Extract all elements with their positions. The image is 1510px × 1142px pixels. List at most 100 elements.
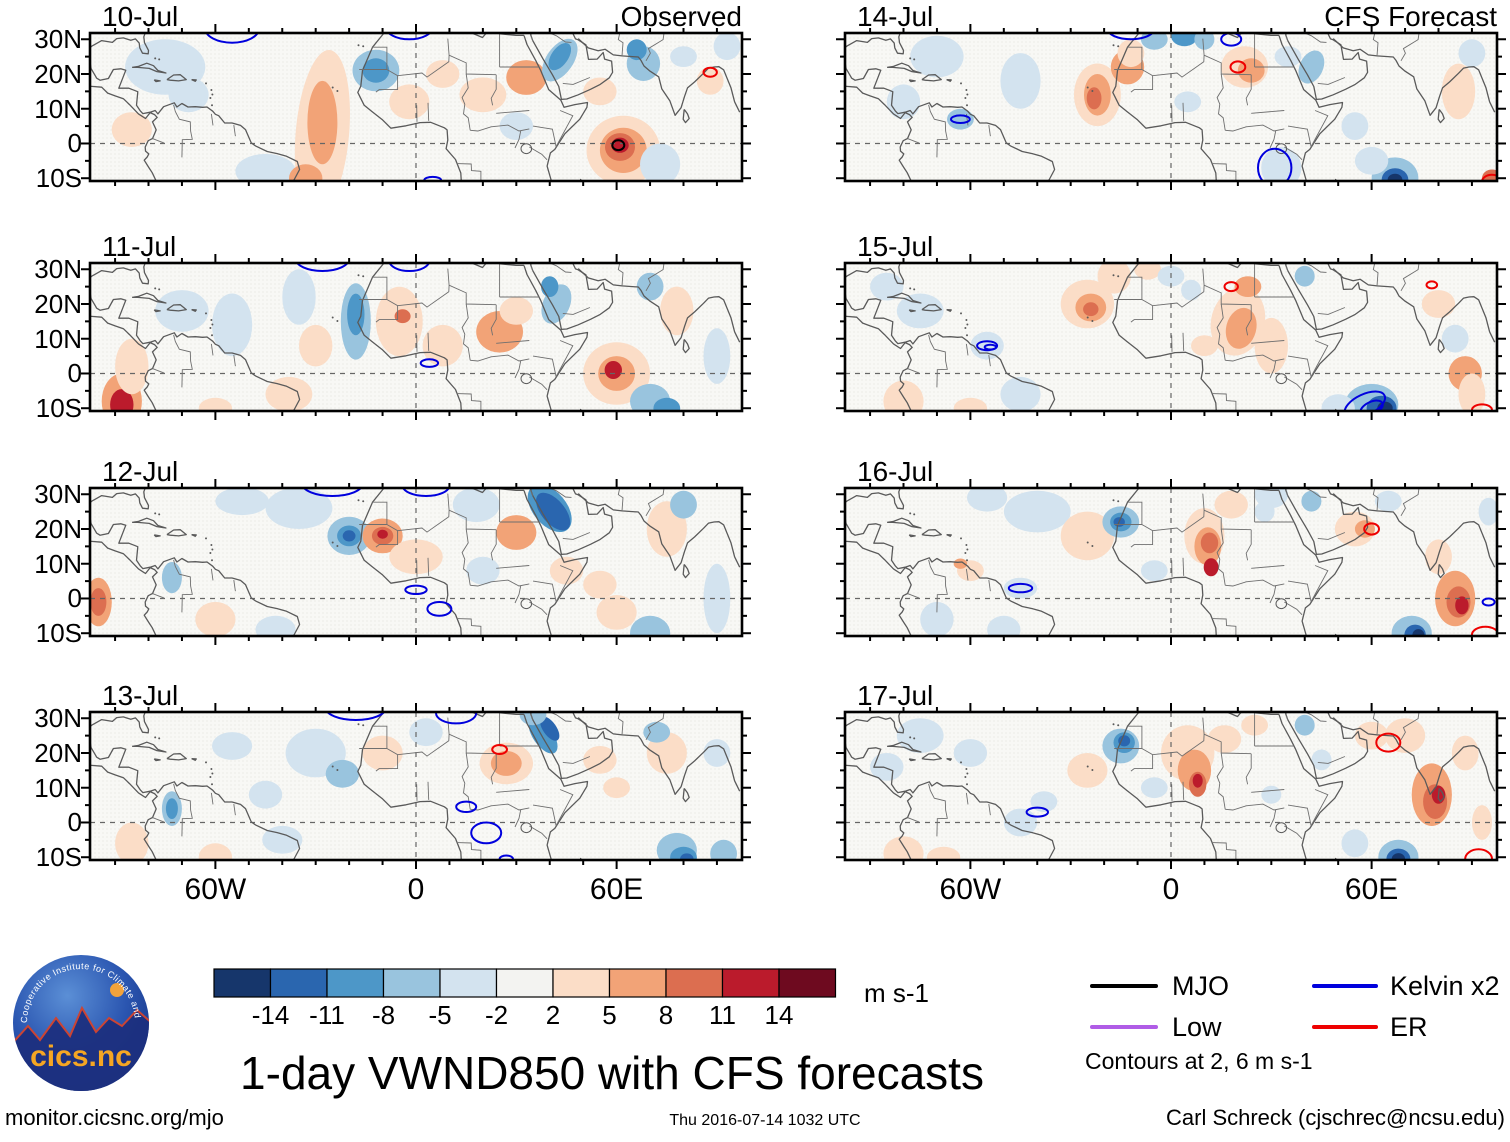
- anomaly-fill: [1140, 560, 1168, 582]
- anomaly-fill: [703, 328, 731, 384]
- y-tick-label: 20N: [34, 58, 82, 89]
- colorbar-cell: [552, 968, 611, 998]
- island-dot: [331, 316, 334, 319]
- country-border: [1284, 601, 1303, 616]
- panel-date: 11-Jul: [102, 231, 177, 262]
- island-dot: [211, 783, 213, 786]
- coastline: [1287, 712, 1369, 780]
- panel-date: 16-Jul: [857, 456, 934, 487]
- coastline: [1332, 38, 1496, 116]
- coastline: [1287, 33, 1369, 101]
- coastline: [845, 514, 1056, 636]
- anomaly-fill: [1301, 490, 1322, 512]
- island-dot: [965, 544, 968, 546]
- anomaly-fill: [1385, 718, 1426, 753]
- y-tick-label: 20N: [34, 513, 82, 544]
- country-border: [928, 334, 948, 388]
- anomaly-fill: [342, 530, 356, 542]
- anomaly-fill: [953, 558, 968, 569]
- island-dot: [205, 82, 207, 85]
- red-wave-contour: [1425, 280, 1439, 290]
- country-border: [1182, 102, 1185, 121]
- country-border: [529, 146, 548, 161]
- country-border: [1211, 618, 1237, 636]
- country-border: [490, 753, 497, 785]
- coastline: [845, 488, 905, 510]
- anomaly-fill: [115, 338, 149, 395]
- country-border: [1225, 124, 1285, 132]
- colorbar-tick-label: 11: [709, 1000, 736, 1030]
- anomaly-fill: [987, 615, 1021, 636]
- country-border: [359, 46, 388, 70]
- island-dot: [362, 275, 365, 278]
- anomaly-fill: [195, 601, 236, 636]
- lake-victoria: [520, 143, 533, 155]
- country-border: [555, 110, 574, 147]
- y-tick-label: 10N: [34, 772, 82, 803]
- anomaly-fill: [1225, 307, 1257, 349]
- coastline: [921, 753, 942, 761]
- anomaly-fill: [870, 272, 904, 301]
- anomaly-fill: [452, 488, 500, 523]
- country-border: [1216, 752, 1226, 810]
- anomaly-fill: [1200, 532, 1219, 554]
- anomaly-fill: [896, 293, 944, 329]
- coastline: [908, 79, 916, 83]
- colorbar-cell: [721, 968, 780, 998]
- country-border: [532, 580, 557, 602]
- logo-sun: [110, 983, 124, 997]
- x-tick-label: 60W: [184, 873, 247, 906]
- island-dot: [336, 769, 339, 771]
- anomaly-fill: [653, 397, 681, 411]
- coastline: [90, 540, 158, 636]
- coastline: [532, 712, 614, 780]
- country-border: [1114, 725, 1143, 749]
- anomaly-fill: [870, 753, 904, 781]
- island-dot: [1091, 769, 1094, 771]
- country-border: [965, 792, 969, 805]
- anomaly-fill: [1298, 50, 1325, 84]
- country-border: [514, 360, 522, 379]
- island-dot: [205, 312, 207, 315]
- country-border: [152, 368, 165, 374]
- country-border: [496, 340, 530, 344]
- anomaly-fill: [1311, 749, 1332, 771]
- anomaly-fill: [1354, 721, 1389, 750]
- country-border: [1251, 565, 1285, 569]
- country-border: [1310, 565, 1329, 602]
- country-border: [233, 125, 236, 137]
- island-dot: [210, 89, 213, 91]
- red-wave-contour: [1363, 522, 1380, 536]
- anomaly-fill: [389, 84, 430, 120]
- coastline: [357, 712, 462, 860]
- mjo-label: MJO: [1172, 971, 1229, 1001]
- coastline: [1112, 33, 1217, 181]
- panel-corner-label: CFS Forecast: [1324, 1, 1497, 32]
- anomaly-fill: [1412, 629, 1425, 636]
- anomaly-fill: [426, 60, 460, 88]
- anomaly-fill: [459, 77, 507, 113]
- country-border: [375, 754, 399, 772]
- anomaly-fill: [583, 746, 617, 774]
- coastline: [1332, 268, 1496, 346]
- anomaly-fill: [248, 780, 283, 809]
- coastline: [946, 78, 952, 82]
- country-border: [233, 804, 236, 816]
- coastline: [532, 263, 614, 331]
- anomaly-fill: [110, 389, 134, 411]
- blue-wave-contour: [983, 343, 998, 351]
- country-border: [1317, 532, 1346, 540]
- country-border: [1114, 501, 1143, 525]
- blue-wave-contour: [402, 488, 450, 497]
- country-border: [529, 34, 534, 41]
- country-border: [529, 713, 534, 720]
- country-border: [1216, 73, 1226, 131]
- country-border: [1310, 340, 1329, 377]
- x-tick-label: 60E: [589, 873, 644, 906]
- footer-timestamp: Thu 2016-07-14 1032 UTC: [669, 1112, 861, 1129]
- colorbar-tick-label: -8: [371, 1000, 396, 1030]
- anomaly-fill: [1341, 112, 1369, 140]
- country-border: [1317, 307, 1346, 315]
- coastline: [682, 339, 690, 354]
- anomaly-fill: [1294, 714, 1315, 736]
